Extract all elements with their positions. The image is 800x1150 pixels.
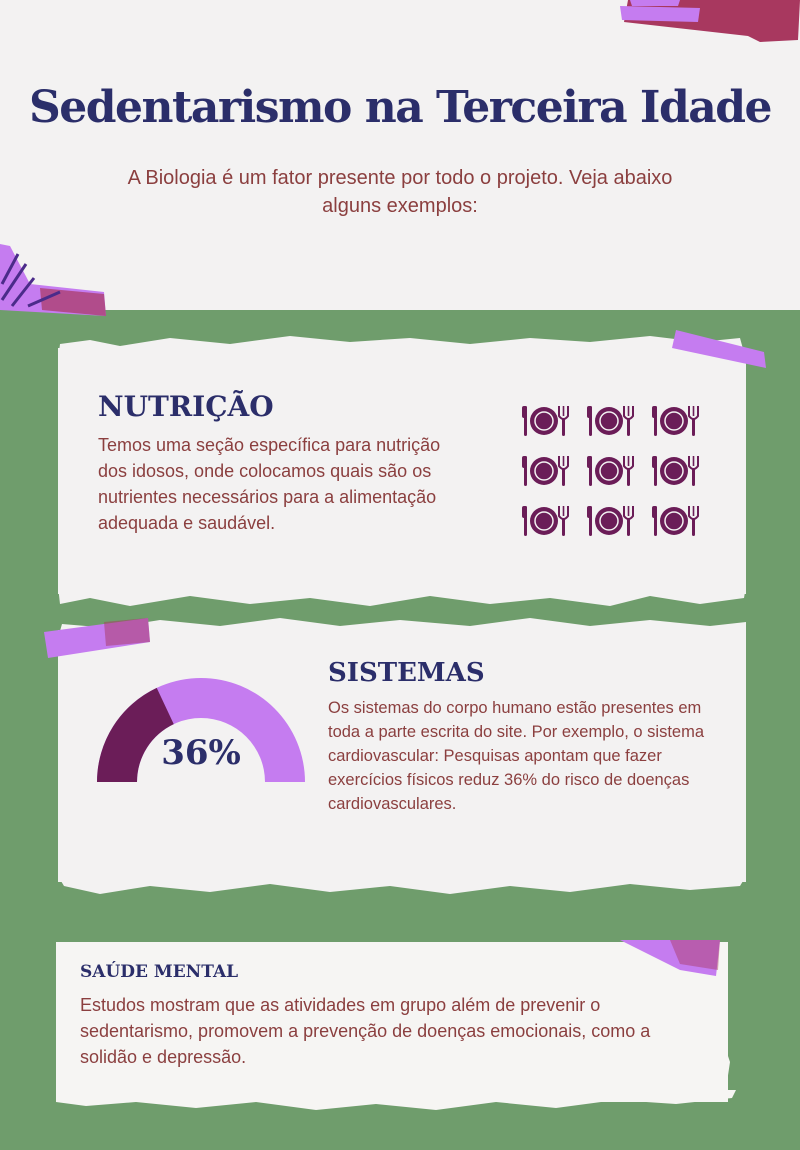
mental-health-text: Estudos mostram que as atividades em gru… — [80, 995, 651, 1067]
systems-heading: SISTEMAS — [328, 658, 485, 688]
header-background — [0, 0, 800, 310]
plate-icon — [652, 406, 699, 436]
plate-icon-grid — [522, 406, 699, 536]
tape-top-right — [620, 0, 800, 42]
gauge-fill — [97, 687, 174, 782]
tape-nutrition — [672, 330, 766, 368]
plate-icon — [522, 456, 569, 486]
mental-health-heading: SAÚDE MENTAL — [80, 962, 239, 982]
plate-icon — [587, 456, 634, 486]
plate-icon — [652, 456, 699, 486]
systems-card: SISTEMAS Os sistemas do corpo humano est… — [58, 630, 746, 882]
plate-icon — [587, 506, 634, 536]
torn-edge-mental-right — [700, 942, 730, 1102]
page-subtitle: A Biologia é um fator presente por todo … — [127, 167, 673, 217]
tape-mental-health — [620, 940, 720, 976]
plate-icon — [652, 506, 699, 536]
cardio-risk-gauge — [97, 678, 305, 782]
tape-left — [0, 244, 106, 316]
nutrition-text: Temos uma seção específica para nutrição… — [98, 435, 441, 533]
systems-text: Os sistemas do corpo humano estão presen… — [328, 699, 705, 813]
page-title: Sedentarismo na Terceira Idade — [28, 82, 773, 133]
nutrition-heading: NUTRIÇÃO — [98, 390, 274, 423]
tape-systems — [44, 618, 150, 658]
plate-icon — [522, 406, 569, 436]
torn-edge-mental-bottom — [56, 1090, 736, 1110]
gauge-value-label: 36% — [161, 733, 241, 773]
torn-edge-nutrition-top — [58, 336, 746, 360]
torn-edge-systems-top — [58, 618, 746, 638]
mental-health-card: SAÚDE MENTAL Estudos mostram que as ativ… — [56, 942, 728, 1102]
nutrition-card: NUTRIÇÃO Temos uma seção específica para… — [58, 348, 746, 594]
plate-icon — [522, 506, 569, 536]
torn-edge-nutrition-bottom — [58, 586, 746, 606]
plate-icon — [587, 406, 634, 436]
torn-edge-top — [0, 270, 800, 305]
torn-edge-systems-bottom — [58, 876, 746, 894]
